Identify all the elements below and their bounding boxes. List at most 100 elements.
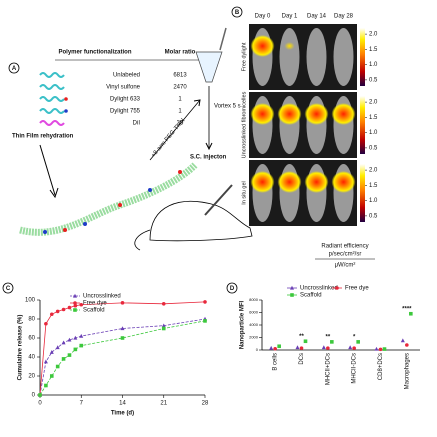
significance: **: [299, 334, 304, 340]
legend-label: Scaffold: [83, 308, 105, 314]
point: [203, 300, 207, 304]
row-label: Unlabeled: [113, 73, 140, 79]
panel-badge: [231, 6, 243, 18]
signal: [304, 171, 329, 193]
polymer-icon: [39, 84, 65, 90]
point: [409, 311, 413, 316]
point: [161, 326, 166, 331]
x-tick-label: CD8+DCs: [378, 353, 384, 380]
colorbar-label: 2.0: [369, 168, 378, 174]
tube: [195, 51, 223, 83]
point: [405, 343, 409, 347]
row-value: 2470: [173, 85, 187, 91]
y-tick-label: 40: [28, 355, 35, 361]
colorbar-units: μW/cm²: [335, 263, 356, 269]
colorbar-units: p/sec/cm²/sr: [329, 252, 362, 258]
point: [277, 344, 281, 349]
y-tick-label: 60: [28, 336, 35, 342]
x-tick-label: DCs: [299, 353, 305, 365]
point: [161, 323, 166, 328]
row-label: Free dylight: [241, 42, 247, 71]
point: [382, 347, 387, 351]
point: [67, 305, 72, 310]
colorbar-label: 2.0: [369, 100, 378, 106]
colorbar-label: 1.0: [369, 130, 378, 136]
column-label: Day 0: [255, 14, 271, 20]
colorbar-label: 0.5: [369, 213, 378, 219]
point: [400, 338, 405, 343]
colorbar-label: 2.0: [369, 32, 378, 38]
panel-badge: [8, 62, 20, 74]
x-tick-label: 14: [119, 401, 126, 407]
legend-label: Scaffold: [300, 293, 322, 299]
row-label: Dylight 755: [110, 109, 141, 115]
point: [120, 301, 125, 305]
y-tick-label: 6000: [249, 310, 259, 315]
significance: **: [325, 334, 330, 340]
series-line: [39, 301, 206, 396]
x-tick-label: MHCII+DCs: [325, 353, 331, 385]
colorbar-title: Radiant efficiency: [321, 244, 368, 250]
point: [49, 350, 54, 354]
panel-letter: C: [6, 286, 11, 292]
point: [49, 374, 54, 378]
polymer-icon: [39, 72, 65, 78]
point: [326, 346, 330, 350]
arrow-head: [205, 142, 213, 151]
signal: [250, 35, 275, 57]
colorbar: [360, 28, 365, 86]
point: [61, 307, 66, 312]
row-label: Vinyl sulfone: [106, 85, 141, 91]
x-tick-label: 21: [160, 401, 167, 407]
arrow: [39, 144, 56, 196]
signal: [277, 103, 302, 125]
mouse: [149, 200, 253, 242]
signal: [284, 42, 295, 50]
colorbar-label: 1.0: [369, 198, 378, 204]
label-icon: [64, 97, 68, 101]
point: [120, 326, 125, 331]
polymer-icon: [39, 108, 65, 114]
column-label: Day 1: [282, 14, 298, 20]
row-value: 6813: [173, 73, 187, 79]
point: [44, 383, 48, 388]
y-tick-label: 8000: [249, 297, 259, 302]
mouse-image: [279, 28, 300, 86]
column-label: Day 28: [334, 14, 354, 20]
y-axis-title: Cumulative release (%): [18, 315, 24, 381]
signal: [331, 103, 356, 125]
panel-letter: B: [235, 10, 240, 16]
x-tick-label: Macrophages: [404, 353, 410, 389]
colorbar-label: 0.5: [369, 145, 378, 151]
series-line: [39, 318, 206, 396]
point: [299, 346, 304, 350]
column-label: Day 14: [307, 14, 327, 20]
step-label: Thin Film rehydration: [12, 134, 74, 140]
colorbar-label: 1.0: [369, 62, 378, 68]
row-label: Dylight 633: [110, 97, 141, 103]
significance: ****: [402, 306, 412, 312]
point: [356, 340, 360, 344]
colorbar-label: 1.5: [369, 183, 378, 189]
x-tick-label: B cells: [273, 353, 279, 371]
pipette: [219, 27, 227, 51]
point: [348, 345, 353, 350]
signal: [331, 171, 356, 193]
panel-letter: D: [230, 286, 235, 292]
panel-badge: [226, 282, 238, 294]
colorbar: [360, 96, 365, 154]
x-tick-label: 28: [202, 401, 209, 407]
point: [330, 340, 334, 344]
y-tick-label: 80: [28, 317, 35, 323]
legend-marker: [290, 293, 294, 297]
point: [43, 359, 48, 364]
point: [73, 347, 78, 352]
y-tick-label: 100: [25, 298, 36, 304]
row-value: 1: [178, 97, 182, 103]
panel-badge: [2, 282, 14, 294]
point: [161, 302, 166, 306]
point: [352, 346, 356, 350]
point: [55, 364, 60, 369]
x-tick-label: MHCII-DCs: [352, 353, 358, 384]
